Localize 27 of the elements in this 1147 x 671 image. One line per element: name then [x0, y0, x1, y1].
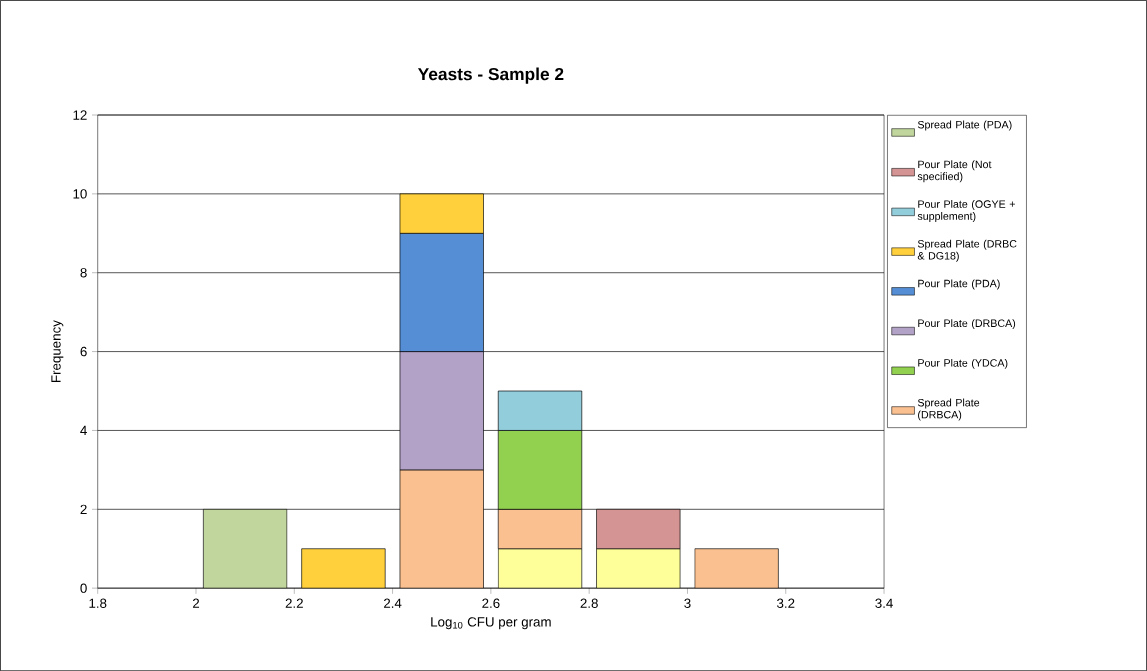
y-tick-label: 0	[80, 583, 87, 593]
y-tick-label: 6	[80, 346, 87, 357]
x-tick-label: 3.4	[875, 598, 893, 608]
y-tick-label: 4	[80, 425, 87, 435]
x-tick-label: 2.6	[482, 598, 500, 608]
x-tick-label: 2.8	[580, 598, 598, 608]
y-tick-label: 12	[73, 110, 87, 120]
x-tick-label: 3.2	[776, 598, 795, 608]
legend-label: Spread Plate (DRBCA)	[917, 398, 980, 421]
legend-label: Spread Plate (PDA)	[917, 120, 1012, 131]
legend-label: Pour Plate (PDA)	[918, 279, 1000, 290]
legend-label: Pour Plate (YDCA)	[918, 358, 1008, 369]
legend-label: Pour Plate (OGYE + supplement)	[917, 199, 1015, 222]
chart-title: Yeasts - Sample 2	[417, 67, 564, 84]
x-tick-label: 3	[684, 598, 691, 608]
y-tick-label: 10	[73, 189, 87, 199]
x-tick-label: 1.8	[89, 598, 107, 608]
y-axis-title: Frequency	[51, 320, 64, 382]
x-tick-label: 2	[192, 598, 200, 608]
x-axis-title: Log$_{10}$ CFU per gram	[431, 617, 551, 630]
legend-label: Pour Plate (Not specified)	[917, 160, 992, 183]
legend-label: Spread Plate (DRBC & DG18)	[917, 239, 1017, 262]
x-tick-label: 2.4	[383, 598, 402, 608]
y-tick-label: 8	[80, 267, 87, 278]
x-tick-label: 2.2	[285, 598, 303, 608]
legend-label: Pour Plate (DRBCA)	[918, 319, 1016, 330]
y-tick-label: 2	[80, 504, 87, 514]
